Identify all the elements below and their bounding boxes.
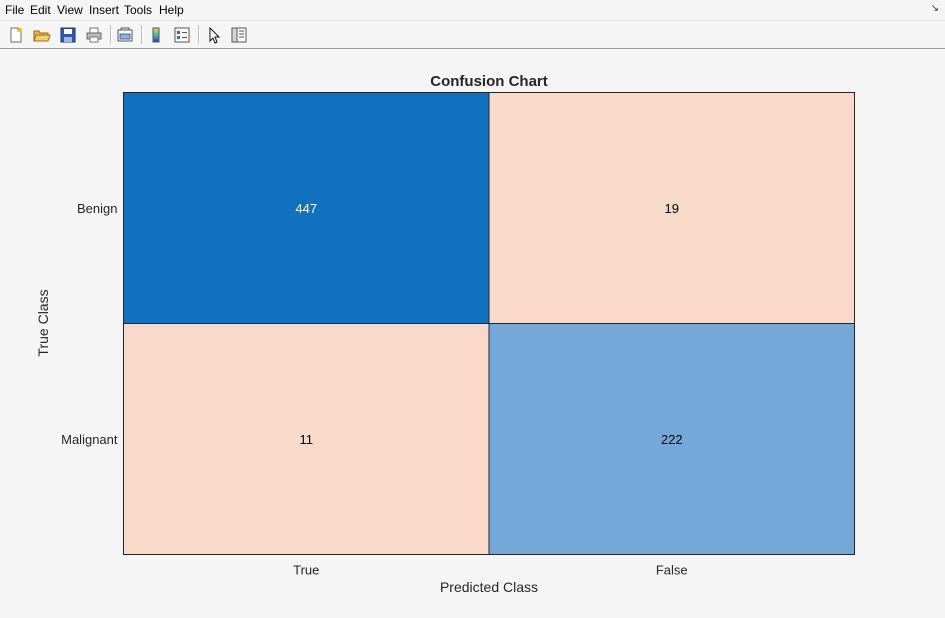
pointer-icon[interactable] — [205, 26, 223, 44]
menu-view[interactable]: View — [57, 3, 83, 17]
cell-value: 447 — [295, 201, 317, 216]
y-tick-labels: Benign Malignant — [61, 201, 118, 447]
undock-icon[interactable]: ↘ — [930, 3, 939, 14]
x-axis-label: Predicted Class — [440, 579, 538, 595]
menu-help[interactable]: Help — [159, 3, 184, 17]
cell-value: 222 — [661, 432, 683, 447]
toolbar — [0, 21, 945, 49]
y-axis-label: True Class — [35, 289, 51, 356]
chart-title: Confusion Chart — [430, 73, 548, 90]
property-inspector-icon[interactable] — [230, 26, 248, 44]
matrix-cell — [488, 92, 855, 324]
matrix-cell — [123, 92, 490, 324]
menu-bar: File Edit View Insert Tools Help ↘ — [0, 0, 945, 21]
cell-value: 19 — [665, 201, 679, 216]
x-tick-label: True — [293, 563, 319, 578]
toolbar-separator — [110, 25, 112, 44]
toolbar-separator — [198, 25, 200, 44]
figure-canvas: Confusion Chart 447 19 11 222 Benign Maligna… — [0, 49, 945, 618]
insert-colorbar-icon[interactable] — [147, 26, 165, 44]
open-file-icon[interactable] — [33, 26, 51, 44]
menu-insert[interactable]: Insert — [89, 3, 120, 17]
matrix-cell — [123, 323, 490, 555]
cell-value: 11 — [300, 432, 314, 447]
x-tick-label: False — [656, 563, 688, 578]
toolbar-separator — [141, 25, 143, 44]
y-tick-label: Benign — [77, 201, 117, 216]
confusion-chart: Confusion Chart 447 19 11 222 Benign Maligna… — [35, 73, 855, 595]
menu-edit[interactable]: Edit — [30, 3, 51, 17]
matrix-cell — [488, 323, 855, 555]
link-plot-icon[interactable] — [116, 26, 134, 44]
menu-tools[interactable]: Tools — [124, 3, 153, 17]
menu-file[interactable]: File — [5, 3, 25, 17]
y-tick-label: Malignant — [61, 432, 118, 447]
x-tick-labels: True False — [293, 563, 688, 578]
new-figure-icon[interactable] — [7, 26, 25, 44]
save-icon[interactable] — [59, 26, 77, 44]
cell-grid: 447 19 11 222 — [123, 92, 855, 555]
insert-legend-icon[interactable] — [173, 26, 191, 44]
print-icon[interactable] — [85, 26, 103, 44]
